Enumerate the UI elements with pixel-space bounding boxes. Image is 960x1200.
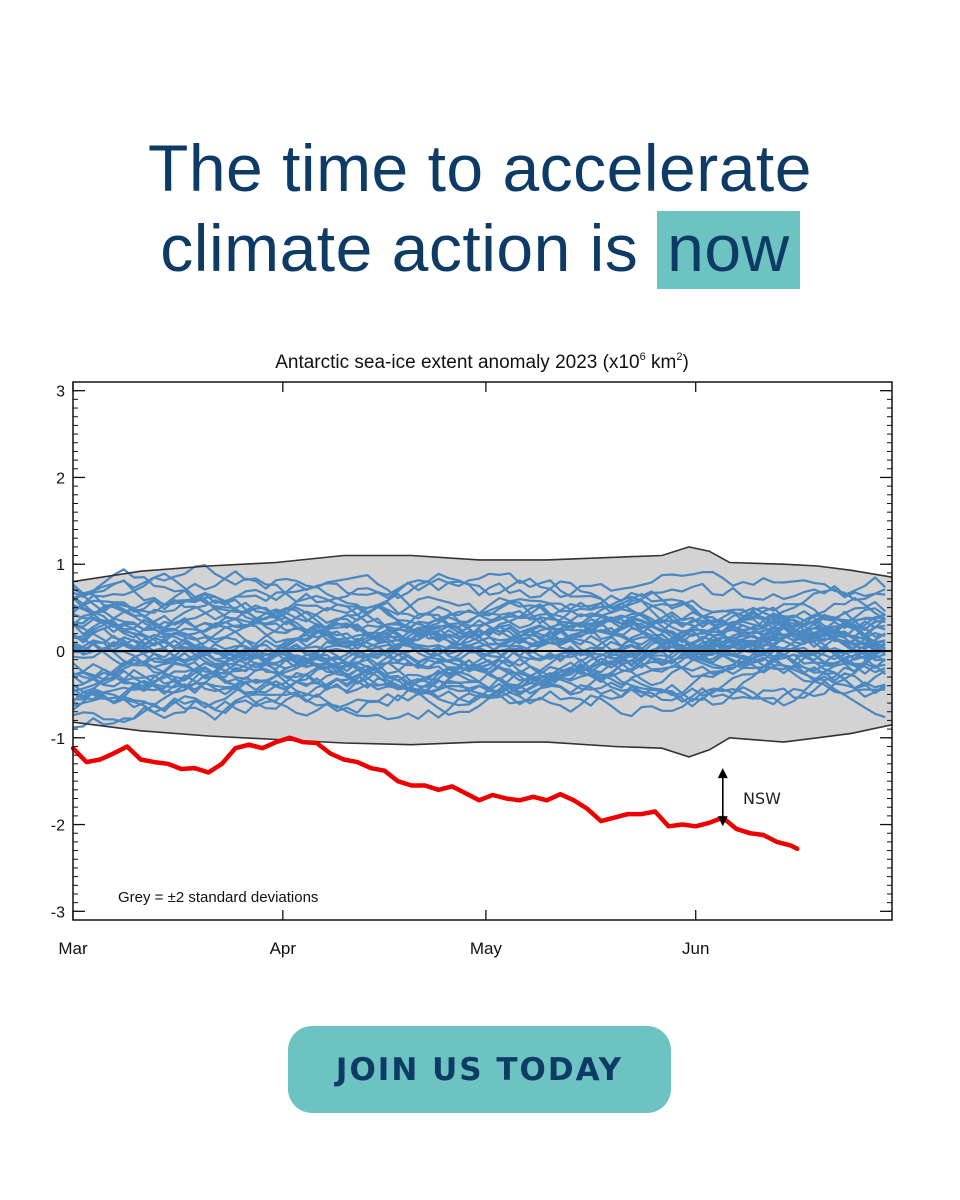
y-tick-label: 1 xyxy=(56,557,65,574)
other-year-line xyxy=(73,644,886,692)
chart-title-close: ) xyxy=(682,352,688,373)
y-tick-label: 0 xyxy=(56,644,65,661)
headline-line-1: The time to accelerate xyxy=(148,131,812,205)
y-tick-label: -3 xyxy=(51,904,65,921)
nsw-arrow-head-bottom xyxy=(717,816,728,827)
other-years-group xyxy=(73,564,886,729)
headline: The time to accelerate climate action is… xyxy=(0,128,960,289)
other-year-line xyxy=(73,601,886,647)
x-tick-label: Apr xyxy=(270,939,297,958)
join-us-today-button[interactable]: JOIN US TODAY xyxy=(288,1026,671,1113)
other-year-line xyxy=(73,604,886,664)
chart-title-unit-sup: 2 xyxy=(676,351,682,363)
headline-line-2-text: climate action is xyxy=(160,211,658,285)
y-tick-label: 2 xyxy=(56,470,65,487)
chart-title-sup: 6 xyxy=(640,351,646,363)
headline-line-2: climate action is now xyxy=(0,208,960,289)
other-year-line xyxy=(73,613,886,697)
chart-title-unit: km xyxy=(646,352,677,373)
x-tick-label: Mar xyxy=(58,939,88,958)
y-tick-label: -1 xyxy=(51,731,65,748)
y-tick-label: 3 xyxy=(56,384,65,401)
sea-ice-chart: Antarctic sea-ice extent anomaly 2023 (x… xyxy=(0,330,960,980)
chart-svg: Antarctic sea-ice extent anomaly 2023 (x… xyxy=(51,351,893,958)
nsw-arrow-head-top xyxy=(717,768,728,779)
other-year-line xyxy=(73,568,886,616)
x-tick-label: May xyxy=(470,939,503,958)
headline-highlight-now: now xyxy=(657,211,800,289)
other-year-line xyxy=(73,631,886,695)
other-year-line xyxy=(73,590,886,703)
other-year-line xyxy=(73,641,886,697)
other-year-line xyxy=(73,646,886,715)
nsw-annotation-label: NSW xyxy=(743,789,781,808)
band-lower-line xyxy=(72,721,893,758)
x-tick-label: Jun xyxy=(682,939,709,958)
other-year-line xyxy=(73,592,886,695)
band-upper-line xyxy=(72,546,893,583)
chart-title-main: Antarctic sea-ice extent anomaly 2023 (x… xyxy=(275,352,639,373)
y-tick-label: -2 xyxy=(51,818,65,835)
series-2023-line xyxy=(70,735,800,852)
plot-area: 3 2 1 0 -1 -2 -3 Mar Apr May Jun xyxy=(51,381,893,958)
band-legend-label: Grey = ±2 standard deviations xyxy=(118,889,318,906)
chart-title: Antarctic sea-ice extent anomaly 2023 (x… xyxy=(275,351,689,373)
